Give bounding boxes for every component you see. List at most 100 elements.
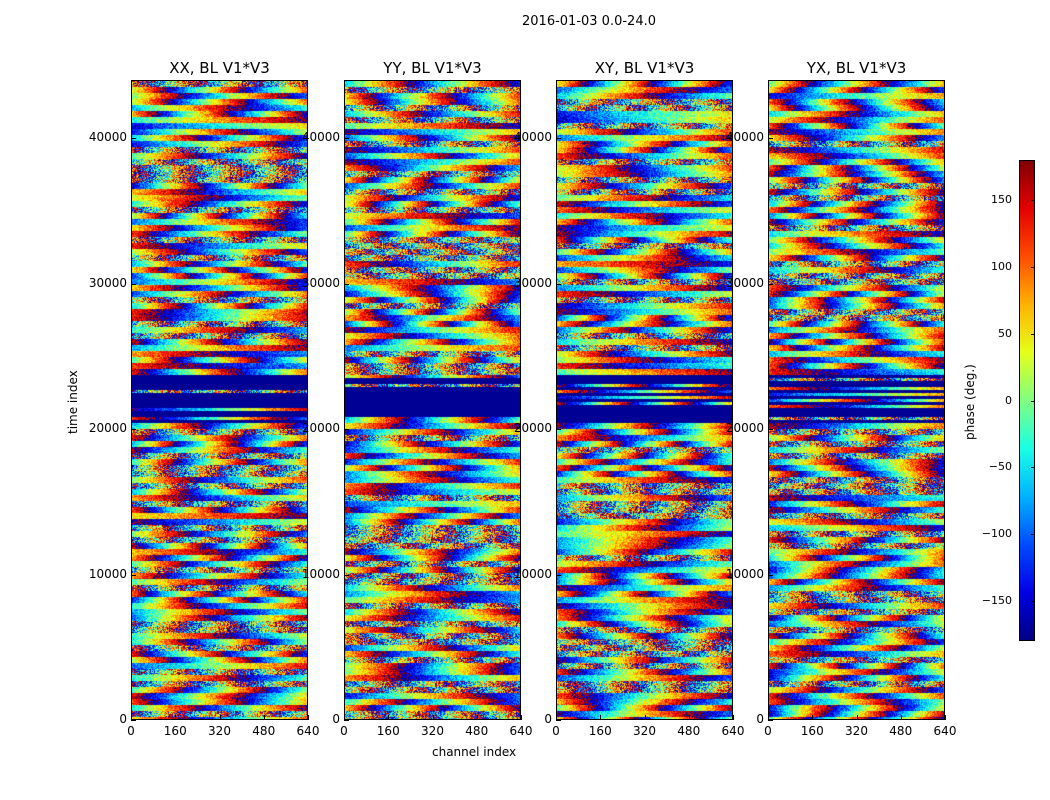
y-tick-mark xyxy=(556,429,561,431)
y-tick-label: 10000 xyxy=(513,566,552,581)
x-tick-mark xyxy=(900,715,902,720)
y-tick-label: 10000 xyxy=(301,566,340,581)
x-tick-label: 640 xyxy=(296,724,320,738)
panel-title-4: YX, BL V1*V3 xyxy=(806,59,907,77)
y-tick-label: 0 xyxy=(119,712,127,726)
x-tick-mark xyxy=(219,715,221,720)
y-tick-mark xyxy=(768,720,773,721)
x-tick-label: 640 xyxy=(933,724,957,738)
x-tick-mark xyxy=(688,715,690,720)
colorbar-tick-label: −100 xyxy=(981,527,1012,541)
x-axis-label: channel index xyxy=(432,745,517,759)
x-tick-mark xyxy=(600,715,602,720)
y-tick-mark xyxy=(768,283,773,285)
y-tick-mark xyxy=(768,574,773,576)
y-tick-mark xyxy=(556,138,561,140)
heatmap-image-1 xyxy=(132,81,307,719)
heatmap-panel-2 xyxy=(344,80,521,720)
y-tick-mark xyxy=(556,283,561,285)
x-tick-mark xyxy=(733,715,734,720)
x-tick-mark xyxy=(432,715,434,720)
heatmap-panel-1 xyxy=(131,80,308,720)
y-tick-mark xyxy=(131,574,136,576)
x-tick-mark xyxy=(856,715,858,720)
x-tick-label: 0 xyxy=(127,724,135,738)
x-tick-mark xyxy=(388,715,390,720)
colorbar-tick-mark xyxy=(1031,333,1035,335)
x-tick-label: 480 xyxy=(889,724,913,738)
x-tick-mark xyxy=(175,715,177,720)
x-tick-label: 480 xyxy=(677,724,701,738)
colorbar-tick-mark xyxy=(1031,534,1035,536)
x-tick-mark xyxy=(476,715,478,720)
x-tick-mark xyxy=(768,715,769,720)
figure-suptitle: 2016-01-03 0.0-24.0 xyxy=(522,14,656,29)
x-tick-mark xyxy=(812,715,814,720)
y-tick-mark xyxy=(556,720,561,721)
y-tick-label: 40000 xyxy=(725,130,764,145)
y-tick-label: 40000 xyxy=(301,130,340,145)
x-tick-label: 160 xyxy=(376,724,400,738)
colorbar-tick-label: −50 xyxy=(988,460,1012,474)
heatmap-image-2 xyxy=(345,81,520,719)
x-tick-mark xyxy=(308,715,309,720)
colorbar-tick-mark xyxy=(1031,400,1035,402)
colorbar-tick-label: 0 xyxy=(1005,393,1012,407)
y-tick-mark xyxy=(131,138,136,140)
y-tick-mark xyxy=(768,138,773,140)
y-tick-label: 40000 xyxy=(88,130,127,145)
y-tick-label: 0 xyxy=(544,712,552,726)
y-tick-mark xyxy=(131,283,136,285)
heatmap-panel-4 xyxy=(768,80,945,720)
x-tick-label: 0 xyxy=(764,724,772,738)
y-tick-mark xyxy=(344,138,349,140)
y-tick-mark xyxy=(131,720,136,721)
y-tick-mark xyxy=(344,429,349,431)
colorbar-tick-mark xyxy=(1031,467,1035,469)
colorbar-label: phase (deg.) xyxy=(963,364,977,440)
panel-title-2: YY, BL V1*V3 xyxy=(383,59,482,77)
y-tick-label: 30000 xyxy=(88,275,127,290)
y-tick-label: 10000 xyxy=(88,566,127,581)
colorbar-tick-mark xyxy=(1031,266,1035,268)
y-tick-mark xyxy=(768,429,773,431)
y-tick-mark xyxy=(344,720,349,721)
x-tick-label: 320 xyxy=(845,724,868,738)
y-tick-label: 30000 xyxy=(513,275,552,290)
x-tick-label: 480 xyxy=(465,724,489,738)
y-tick-mark xyxy=(344,283,349,285)
x-tick-label: 160 xyxy=(163,724,187,738)
heatmap-panel-3 xyxy=(556,80,733,720)
y-tick-mark xyxy=(344,574,349,576)
y-tick-mark xyxy=(131,429,136,431)
x-tick-label: 320 xyxy=(208,724,231,738)
x-tick-label: 160 xyxy=(588,724,612,738)
y-tick-label: 10000 xyxy=(725,566,764,581)
y-tick-label: 0 xyxy=(756,712,764,726)
y-tick-label: 0 xyxy=(332,712,340,726)
panel-title-3: XY, BL V1*V3 xyxy=(594,59,695,77)
y-tick-label: 40000 xyxy=(513,130,552,145)
colorbar-tick-label: 150 xyxy=(991,193,1012,207)
x-tick-mark xyxy=(644,715,646,720)
colorbar-tick-label: 100 xyxy=(991,259,1012,273)
x-tick-label: 0 xyxy=(340,724,348,738)
x-tick-mark xyxy=(945,715,946,720)
colorbar-tick-mark xyxy=(1031,200,1035,202)
y-tick-label: 20000 xyxy=(725,421,764,436)
x-tick-label: 640 xyxy=(721,724,745,738)
x-tick-label: 0 xyxy=(552,724,560,738)
x-tick-mark xyxy=(556,715,557,720)
x-tick-mark xyxy=(131,715,132,720)
colorbar-tick-label: 50 xyxy=(998,326,1012,340)
colorbar-tick-label: −150 xyxy=(981,593,1012,607)
x-tick-mark xyxy=(263,715,265,720)
heatmap-image-4 xyxy=(769,81,944,719)
x-tick-mark xyxy=(521,715,522,720)
x-tick-mark xyxy=(344,715,345,720)
x-tick-label: 320 xyxy=(421,724,444,738)
y-tick-mark xyxy=(556,574,561,576)
x-tick-label: 480 xyxy=(252,724,276,738)
x-tick-label: 320 xyxy=(633,724,656,738)
y-tick-label: 30000 xyxy=(301,275,340,290)
